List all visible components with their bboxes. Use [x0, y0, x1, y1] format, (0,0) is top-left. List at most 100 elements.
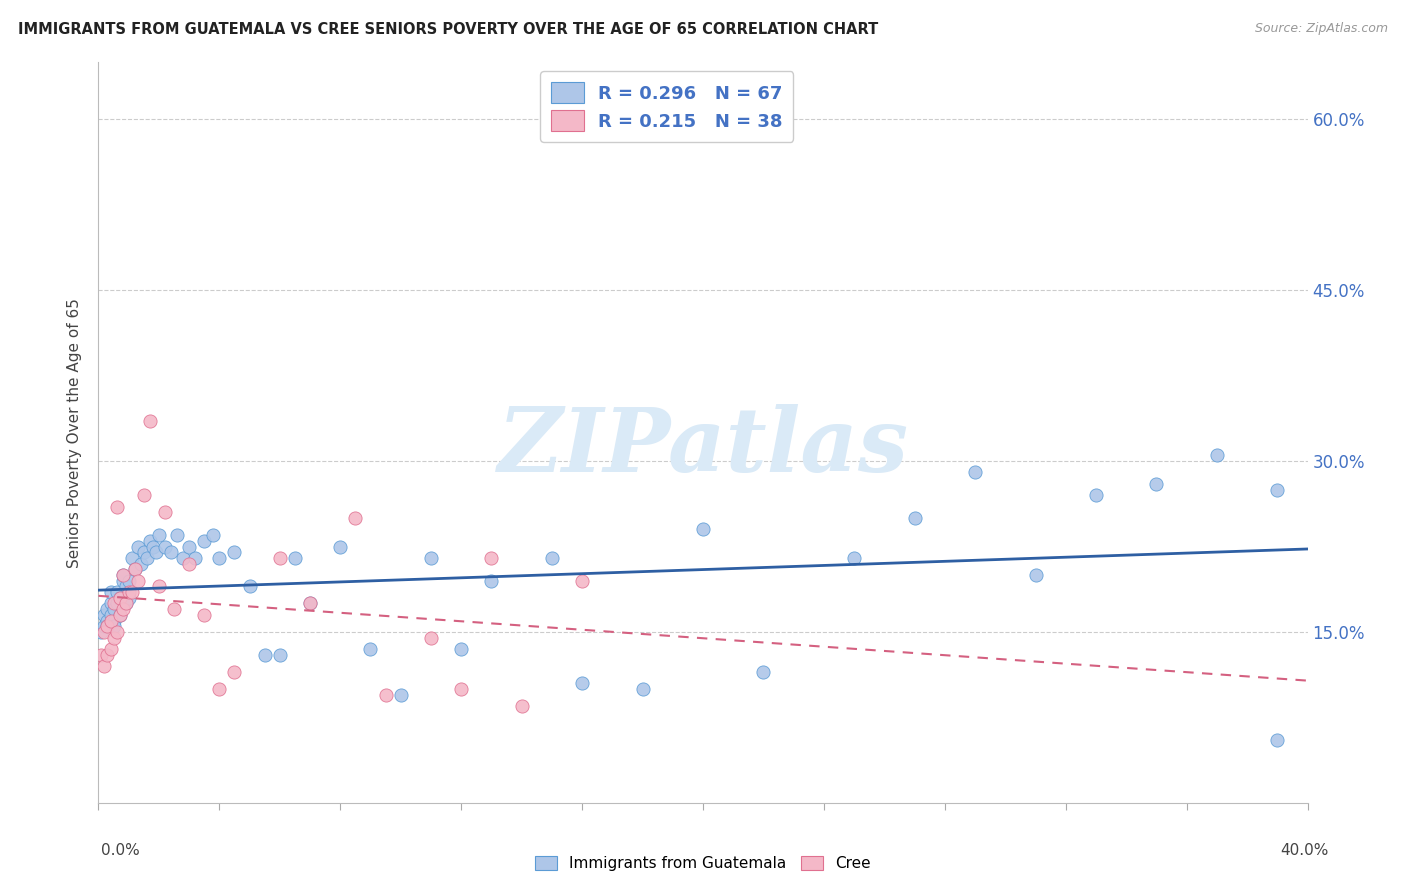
Point [135, 550, 157, 565]
Point [105, 585, 128, 599]
Point [93, 607, 115, 622]
Point [96, 648, 118, 662]
Point [93, 624, 115, 639]
Point [374, 688, 396, 702]
Point [208, 550, 231, 565]
Point [202, 528, 225, 542]
Point [631, 681, 654, 696]
Point [153, 505, 176, 519]
Point [118, 585, 141, 599]
Point [124, 562, 146, 576]
Point [100, 607, 122, 622]
Point [239, 579, 262, 593]
Point [450, 642, 472, 657]
Point [284, 550, 307, 565]
Point [1267, 733, 1289, 747]
Point [253, 648, 276, 662]
Point [752, 665, 775, 679]
Point [163, 602, 186, 616]
Point [450, 681, 472, 696]
Point [481, 550, 503, 565]
Point [179, 557, 201, 571]
Point [103, 602, 125, 616]
Point [139, 414, 162, 428]
Point [100, 642, 122, 657]
Point [420, 550, 443, 565]
Text: Source: ZipAtlas.com: Source: ZipAtlas.com [1254, 22, 1388, 36]
Point [269, 648, 291, 662]
Point [111, 602, 134, 616]
Point [965, 466, 987, 480]
Point [844, 550, 866, 565]
Point [111, 568, 134, 582]
Point [103, 619, 125, 633]
Point [1024, 568, 1046, 582]
Point [148, 528, 170, 542]
Point [224, 545, 246, 559]
Point [127, 540, 149, 554]
Point [145, 545, 167, 559]
Point [103, 597, 125, 611]
Point [103, 614, 125, 628]
Point [420, 631, 443, 645]
Point [160, 545, 183, 559]
Point [299, 597, 322, 611]
Point [389, 688, 412, 702]
Point [108, 607, 131, 622]
Point [142, 540, 165, 554]
Point [360, 642, 382, 657]
Point [108, 591, 131, 605]
Point [166, 528, 188, 542]
Point [105, 597, 128, 611]
Legend: Immigrants from Guatemala, Cree: Immigrants from Guatemala, Cree [529, 849, 877, 877]
Point [184, 550, 207, 565]
Point [118, 574, 141, 588]
Point [1206, 449, 1229, 463]
Point [344, 511, 367, 525]
Point [121, 550, 143, 565]
Point [193, 533, 215, 548]
Point [139, 533, 162, 548]
Point [93, 619, 115, 633]
Point [105, 624, 128, 639]
Point [118, 591, 141, 605]
Point [1144, 476, 1167, 491]
Y-axis label: Seniors Poverty Over the Age of 65: Seniors Poverty Over the Age of 65 [67, 298, 83, 567]
Point [1085, 488, 1108, 502]
Point [208, 681, 231, 696]
Point [481, 574, 503, 588]
Point [692, 523, 714, 537]
Point [100, 614, 122, 628]
Point [224, 665, 246, 679]
Text: IMMIGRANTS FROM GUATEMALA VS CREE SENIORS POVERTY OVER THE AGE OF 65 CORRELATION: IMMIGRANTS FROM GUATEMALA VS CREE SENIOR… [18, 22, 879, 37]
Point [132, 545, 155, 559]
Point [129, 557, 152, 571]
Point [114, 597, 136, 611]
Point [96, 619, 118, 633]
Text: 0.0%: 0.0% [101, 843, 141, 858]
Point [329, 540, 352, 554]
Point [132, 488, 155, 502]
Point [571, 676, 593, 690]
Point [269, 550, 291, 565]
Point [127, 574, 149, 588]
Point [510, 698, 533, 713]
Point [100, 597, 122, 611]
Point [111, 568, 134, 582]
Point [93, 659, 115, 673]
Point [108, 591, 131, 605]
Point [193, 607, 215, 622]
Point [90, 624, 112, 639]
Point [121, 585, 143, 599]
Point [540, 550, 562, 565]
Point [1267, 483, 1289, 497]
Point [90, 648, 112, 662]
Point [111, 574, 134, 588]
Point [153, 540, 176, 554]
Point [148, 579, 170, 593]
Point [904, 511, 927, 525]
Point [179, 540, 201, 554]
Point [571, 574, 593, 588]
Text: ZIPatlas: ZIPatlas [498, 404, 908, 491]
Point [124, 562, 146, 576]
